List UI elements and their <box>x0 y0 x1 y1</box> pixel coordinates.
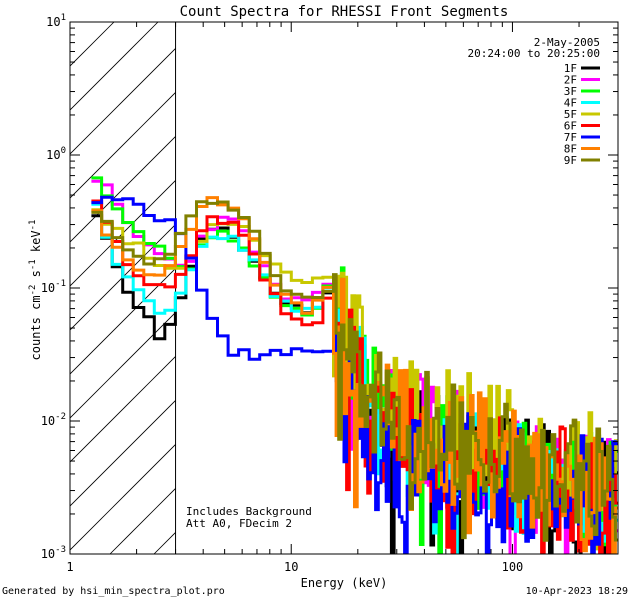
x-axis-label: Energy (keV) <box>301 576 388 590</box>
hatch-line <box>70 91 176 199</box>
y-axis: 10-3 10-2 10-1 100 101 <box>41 13 618 561</box>
legend-label-7F: 7F <box>564 131 577 144</box>
footer-generated-by: Generated by hsi_min_spectra_plot.pro <box>2 586 225 597</box>
annotation-background: Includes Background <box>186 505 312 518</box>
x-tick-label: 10 <box>284 560 298 574</box>
y-tick-label: 10-3 <box>41 545 66 561</box>
y-axis-label: counts cm-2 s-1 keV-1 <box>28 220 43 361</box>
hatch-line <box>70 47 176 155</box>
legend-label-1F: 1F <box>564 62 577 75</box>
time-range-label: 20:24:00 to 20:25:00 <box>468 47 600 60</box>
x-tick-label: 100 <box>502 560 524 574</box>
date-label: 2-May-2005 <box>534 36 600 49</box>
hatch-line <box>70 223 176 331</box>
legend-label-8F: 8F <box>564 143 577 156</box>
hatch-line <box>70 399 176 507</box>
hatch-line <box>70 443 176 551</box>
series-9F <box>91 200 618 542</box>
series-6F <box>91 199 618 554</box>
chart-title: Count Spectra for RHESSI Front Segments <box>180 4 509 20</box>
legend-label-4F: 4F <box>564 97 577 110</box>
y-tick-label: 101 <box>46 13 66 29</box>
annotation-attenuator: Att A0, FDecim 2 <box>186 517 292 530</box>
legend-label-3F: 3F <box>564 85 577 98</box>
footer-timestamp: 10-Apr-2023 18:29 <box>525 586 628 597</box>
legend-label-6F: 6F <box>564 120 577 133</box>
legend-label-2F: 2F <box>564 74 577 87</box>
x-tick-label: 1 <box>66 560 73 574</box>
legend-label-9F: 9F <box>564 154 577 167</box>
hatch-line <box>70 267 176 375</box>
y-tick-label: 10-1 <box>41 279 66 295</box>
legend-label-5F: 5F <box>564 108 577 121</box>
series-layer <box>91 176 618 554</box>
y-tick-label: 10-2 <box>41 412 66 428</box>
y-tick-label: 100 <box>46 146 66 162</box>
x-axis: 1 10 100 <box>66 22 619 574</box>
